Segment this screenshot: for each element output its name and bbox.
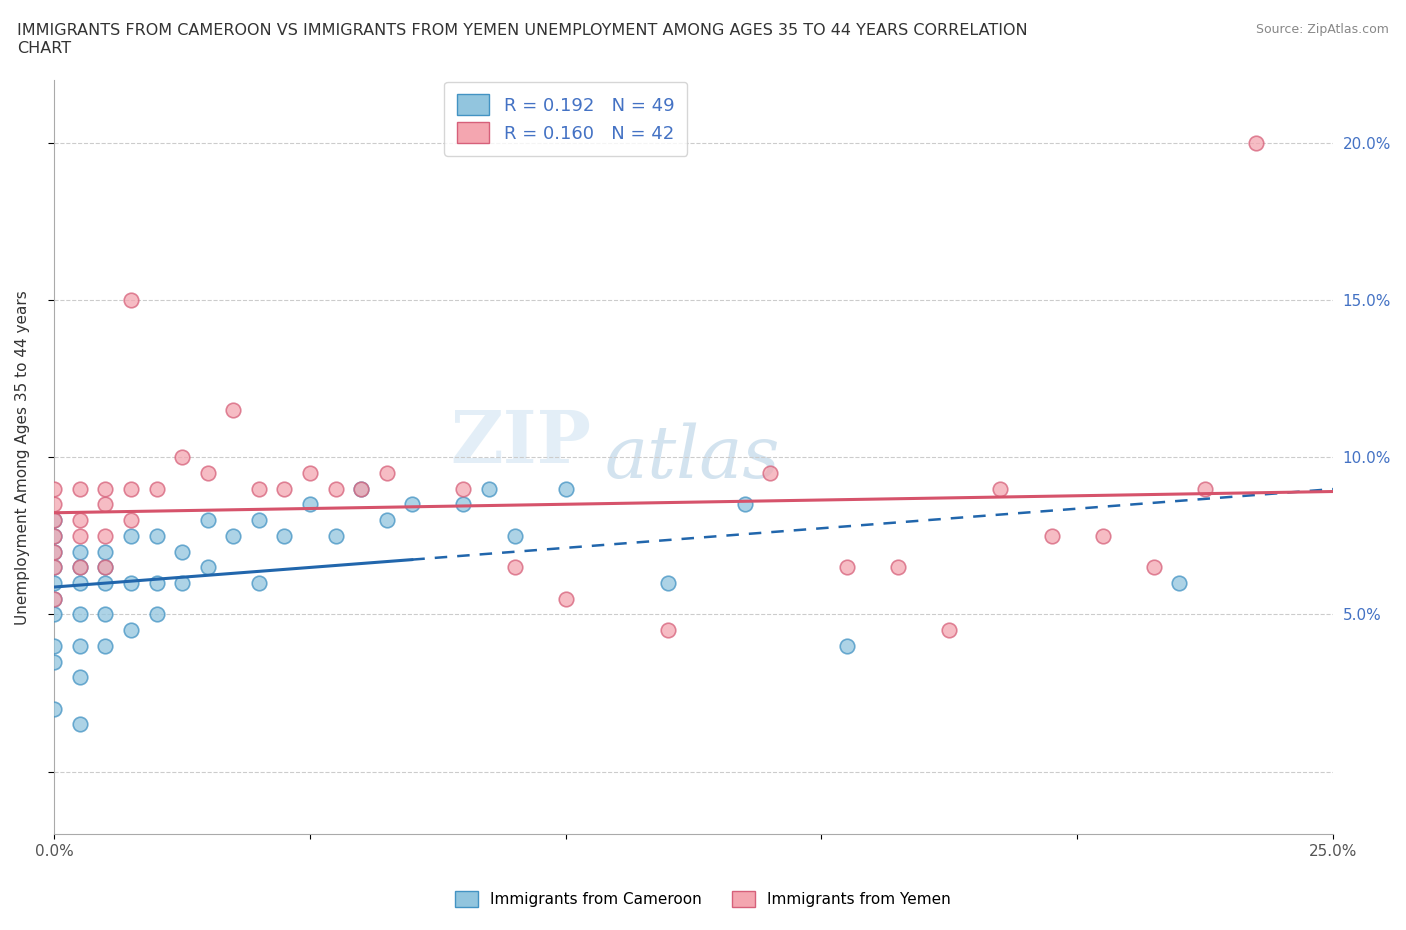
Point — [1168, 576, 1191, 591]
Point — [145, 607, 167, 622]
Point — [69, 512, 91, 527]
Point — [44, 528, 66, 543]
Point — [120, 528, 142, 543]
Point — [273, 528, 295, 543]
Point — [120, 623, 142, 638]
Point — [44, 512, 66, 527]
Point — [94, 497, 117, 512]
Point — [350, 482, 373, 497]
Text: atlas: atlas — [605, 422, 779, 493]
Point — [44, 591, 66, 606]
Point — [401, 497, 423, 512]
Point — [94, 544, 117, 559]
Point — [44, 512, 66, 527]
Text: Source: ZipAtlas.com: Source: ZipAtlas.com — [1256, 23, 1389, 36]
Point — [94, 576, 117, 591]
Point — [1040, 528, 1063, 543]
Legend: R = 0.192   N = 49, R = 0.160   N = 42: R = 0.192 N = 49, R = 0.160 N = 42 — [444, 82, 688, 156]
Point — [94, 482, 117, 497]
Text: IMMIGRANTS FROM CAMEROON VS IMMIGRANTS FROM YEMEN UNEMPLOYMENT AMONG AGES 35 TO : IMMIGRANTS FROM CAMEROON VS IMMIGRANTS F… — [17, 23, 1028, 56]
Point — [375, 466, 398, 481]
Point — [44, 544, 66, 559]
Point — [222, 403, 245, 418]
Point — [120, 512, 142, 527]
Point — [299, 497, 322, 512]
Point — [554, 591, 576, 606]
Point — [120, 576, 142, 591]
Point — [1091, 528, 1114, 543]
Point — [299, 466, 322, 481]
Point — [69, 560, 91, 575]
Point — [938, 623, 960, 638]
Point — [94, 560, 117, 575]
Point — [453, 497, 475, 512]
Point — [69, 607, 91, 622]
Point — [835, 638, 858, 653]
Point — [120, 482, 142, 497]
Point — [44, 701, 66, 716]
Point — [172, 544, 194, 559]
Point — [94, 638, 117, 653]
Point — [69, 560, 91, 575]
Point — [69, 717, 91, 732]
Point — [1194, 482, 1216, 497]
Point — [887, 560, 910, 575]
Point — [145, 482, 167, 497]
Point — [197, 512, 219, 527]
Point — [69, 482, 91, 497]
Point — [44, 560, 66, 575]
Point — [172, 450, 194, 465]
Point — [247, 576, 270, 591]
Point — [69, 576, 91, 591]
Y-axis label: Unemployment Among Ages 35 to 44 years: Unemployment Among Ages 35 to 44 years — [15, 290, 30, 625]
Point — [145, 528, 167, 543]
Point — [44, 497, 66, 512]
Point — [69, 670, 91, 684]
Point — [44, 654, 66, 669]
Point — [69, 528, 91, 543]
Point — [554, 482, 576, 497]
Point — [835, 560, 858, 575]
Point — [325, 482, 347, 497]
Point — [44, 576, 66, 591]
Point — [503, 560, 526, 575]
Point — [69, 638, 91, 653]
Point — [325, 528, 347, 543]
Point — [44, 482, 66, 497]
Text: ZIP: ZIP — [450, 406, 592, 478]
Point — [759, 466, 782, 481]
Point — [657, 576, 679, 591]
Point — [69, 544, 91, 559]
Point — [197, 560, 219, 575]
Point — [44, 528, 66, 543]
Legend: Immigrants from Cameroon, Immigrants from Yemen: Immigrants from Cameroon, Immigrants fro… — [449, 884, 957, 913]
Point — [145, 576, 167, 591]
Point — [222, 528, 245, 543]
Point — [453, 482, 475, 497]
Point — [1143, 560, 1166, 575]
Point — [273, 482, 295, 497]
Point — [478, 482, 501, 497]
Point — [990, 482, 1012, 497]
Point — [1244, 136, 1267, 151]
Point — [247, 482, 270, 497]
Point — [120, 293, 142, 308]
Point — [44, 607, 66, 622]
Point — [44, 591, 66, 606]
Point — [172, 576, 194, 591]
Point — [657, 623, 679, 638]
Point — [350, 482, 373, 497]
Point — [94, 607, 117, 622]
Point — [44, 560, 66, 575]
Point — [375, 512, 398, 527]
Point — [734, 497, 756, 512]
Point — [44, 638, 66, 653]
Point — [247, 512, 270, 527]
Point — [94, 560, 117, 575]
Point — [44, 544, 66, 559]
Point — [94, 528, 117, 543]
Point — [197, 466, 219, 481]
Point — [503, 528, 526, 543]
